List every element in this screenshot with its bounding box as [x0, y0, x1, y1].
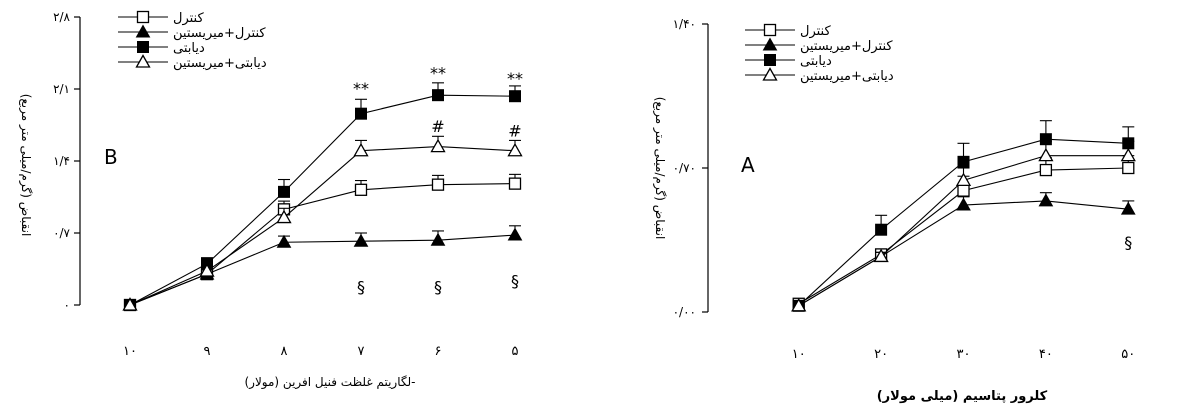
legend-label: کنترل	[173, 11, 204, 26]
data-point	[791, 298, 807, 312]
data-point	[431, 178, 445, 191]
legend-label: دیابتی	[800, 54, 832, 69]
x-tick-label: ۹	[204, 344, 211, 359]
y-tick-label: ۲/۱	[53, 82, 70, 96]
data-point	[955, 172, 972, 186]
y-tick-label: ۰/۷۰	[673, 161, 696, 175]
data-point	[430, 138, 446, 153]
panel-letter: B	[104, 145, 118, 169]
legend-marker	[135, 54, 151, 68]
x-tick-label: ۱۰	[792, 347, 806, 362]
legend-marker	[762, 67, 778, 81]
data-point	[957, 155, 970, 168]
data-point	[1038, 193, 1054, 207]
panel-letter: A	[741, 153, 755, 177]
data-point	[1120, 147, 1136, 162]
y-tick-label: ۰	[64, 298, 70, 312]
data-point	[430, 232, 446, 246]
series-1	[791, 192, 1136, 312]
annotation: §	[511, 271, 519, 290]
legend-label: کنترل+میریستین	[800, 39, 893, 54]
y-tick-label: ۱/۴۰	[673, 17, 696, 31]
series-3	[791, 140, 1136, 312]
legend-marker	[137, 41, 149, 53]
annotation: §	[1124, 233, 1132, 252]
series-line	[129, 146, 516, 306]
y-axis-label: انقباض (گرم/میلی متر مربع)	[18, 94, 33, 237]
legend-label: دیابتی	[173, 41, 205, 56]
x-tick-label: ۱۰	[123, 344, 137, 359]
legend-label: دیابتی+میریستین	[800, 69, 894, 84]
series-line	[798, 200, 1129, 307]
data-point	[1039, 163, 1053, 177]
legend-marker	[762, 37, 778, 51]
data-point	[507, 142, 523, 157]
chart-panel-a: ۰/۰۰ ۰/۷۰ ۱/۴۰ ۱۰ ۲۰ ۳۰ ۴۰ ۵۰ کلرور پتاسیم (میلی…	[652, 17, 1136, 404]
legend-marker	[135, 24, 151, 38]
x-tick-label: ۸	[281, 344, 288, 359]
annotation: **	[430, 64, 446, 83]
series-1	[122, 225, 523, 311]
data-point	[199, 263, 215, 277]
series-2	[124, 82, 521, 311]
y-tick-label: ۰/۷	[53, 226, 70, 240]
legend-label: کنترل	[800, 24, 831, 39]
data-point	[353, 142, 369, 157]
series-2	[792, 120, 1135, 312]
y-tick-label: ۲/۸	[53, 10, 70, 24]
x-tick-label: ۳۰	[957, 347, 971, 362]
data-point	[1122, 161, 1135, 175]
x-axis-label: -لگاریتم غلظت فنیل افرین (مولار)	[244, 375, 415, 390]
x-tick-label: ۶	[435, 344, 442, 359]
y-axis-label: انقباض (گرم/میلی متر مربع)	[652, 97, 667, 240]
legend-marker	[763, 23, 777, 37]
y-tick-label: ۱/۴	[53, 154, 70, 168]
x-tick-label: ۵۰	[1121, 347, 1135, 362]
annotation: #	[508, 121, 521, 140]
data-point	[509, 90, 521, 103]
series-3	[122, 135, 523, 311]
data-point	[276, 234, 292, 248]
data-point	[353, 233, 369, 247]
annotation: **	[353, 79, 369, 98]
annotation: #	[431, 117, 444, 136]
series-line	[129, 94, 516, 306]
data-point	[355, 107, 367, 120]
data-point	[278, 185, 290, 198]
annotation: §	[357, 278, 365, 297]
data-point	[873, 248, 889, 263]
series-line	[129, 234, 516, 306]
data-point	[1038, 147, 1054, 162]
data-point	[957, 184, 970, 197]
legend-marker	[764, 54, 776, 66]
series-line	[129, 183, 516, 306]
legend-label: دیابتی+میریستین	[173, 56, 267, 71]
data-point	[354, 183, 368, 196]
data-point	[508, 177, 522, 190]
x-tick-label: ۴۰	[1039, 347, 1053, 362]
data-point	[276, 209, 292, 224]
data-point	[875, 223, 888, 236]
x-tick-label: ۲۰	[874, 347, 888, 362]
series-0	[123, 173, 522, 312]
legend-label: کنترل+میریستین	[173, 26, 266, 41]
legend-marker	[136, 10, 150, 24]
data-point	[956, 197, 971, 211]
annotation: **	[507, 69, 523, 88]
data-point	[122, 297, 138, 311]
annotation: §	[434, 278, 442, 297]
data-point	[432, 89, 444, 102]
data-point	[507, 227, 523, 241]
y-tick-label: ۰/۰۰	[673, 305, 696, 319]
data-point	[1120, 201, 1136, 215]
chart-panel-b: ۰ ۰/۷ ۱/۴ ۲/۱ ۲/۸ ۱۰ ۹ ۸ ۷ ۶ ۵ -لگاریتم غلظت فنیل ا…	[18, 10, 523, 390]
x-axis-label: کلرور پتاسیم (میلی مولار)	[877, 389, 1048, 404]
x-tick-label: ۷	[358, 344, 365, 359]
x-tick-label: ۵	[512, 344, 519, 359]
